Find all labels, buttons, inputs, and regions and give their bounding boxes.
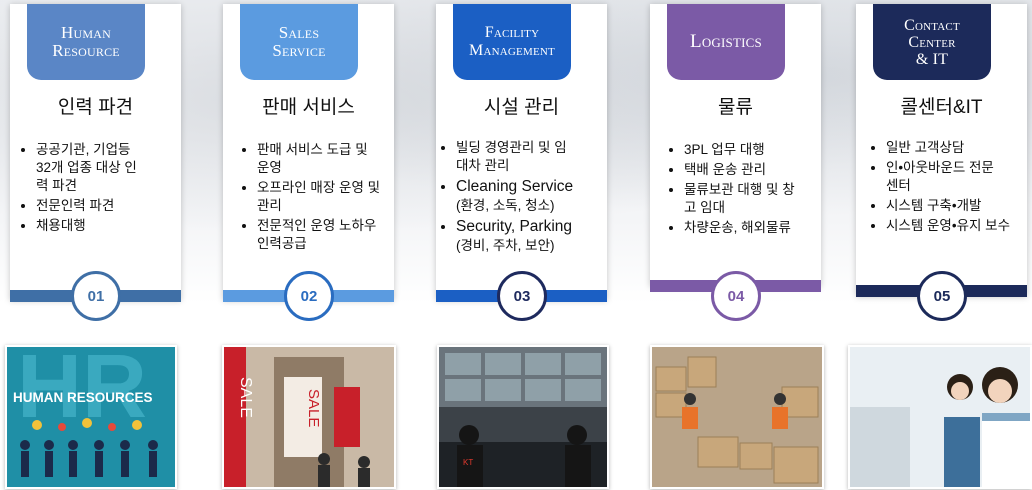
number-badge: 02	[284, 271, 334, 321]
card-tab: Human Resource	[27, 4, 145, 80]
list-item: 차량운송, 해외물류	[684, 219, 849, 237]
bullet-list: 공공기관, 기업등 32개 업종 대상 인력 파견 전문인력 파견 채용대행	[18, 141, 201, 237]
list-item: 3PL 업무 대행	[684, 141, 849, 159]
card-tab: Sales Service	[240, 4, 358, 80]
list-item: 일반 고객상담	[886, 139, 1032, 157]
bullet-list: 판매 서비스 도급 및 운영 오프라인 매장 운영 및 관리 전문적인 운영 노…	[239, 141, 422, 255]
card-tab: Facility Management	[453, 4, 571, 80]
list-item: Cleaning Service (환경, 소독, 청소)	[456, 177, 621, 215]
uniform-logo: KT	[463, 458, 473, 467]
list-item: 빌딩 경영관리 및 임대차 관리	[456, 139, 571, 175]
list-item: 오프라인 매장 운영 및 관리	[257, 179, 392, 215]
sale-store-photo: SALE SALE	[222, 345, 396, 489]
number-badge: 03	[497, 271, 547, 321]
list-item: Security, Parking (경비, 주차, 보안)	[456, 217, 621, 255]
card-title: 물류	[718, 97, 753, 118]
list-item: 인•아웃바운드 전문센터	[886, 159, 996, 195]
list-item: 택배 운송 관리	[684, 161, 849, 179]
card-title: 시설 관리	[483, 97, 560, 118]
card-contact-center: Contact Center & IT 콜센터&IT 일반 고객상담 인•아웃바…	[856, 4, 1027, 297]
list-item: 물류보관 대행 및 창고 임대	[684, 181, 799, 217]
list-item: 판매 서비스 도급 및 운영	[257, 141, 379, 177]
warehouse-photo	[650, 345, 824, 489]
number-badge: 01	[71, 271, 121, 321]
number-badge: 04	[711, 271, 761, 321]
bullet-list: 3PL 업무 대행 택배 운송 관리 물류보관 대행 및 창고 임대 차량운송,…	[666, 141, 849, 239]
card-facility-management: Facility Management 시설 관리 빌딩 경영관리 및 임대차 …	[436, 4, 607, 302]
bullet-subtext: (환경, 소독, 청소)	[456, 198, 555, 213]
bullet-list: 일반 고객상담 인•아웃바운드 전문센터 시스템 구축•개발 시스템 운영•유지…	[868, 139, 1032, 237]
list-item: 채용대행	[36, 217, 201, 235]
list-item: 시스템 운영•유지 보수	[886, 217, 1016, 235]
card-tab: Contact Center & IT	[873, 4, 991, 80]
hr-illustration: HR HUMAN RESOURCES	[5, 345, 177, 489]
control-room-photo: KT	[437, 345, 609, 489]
list-item: 시스템 구축•개발	[886, 197, 1032, 215]
sale-sign-text: SALE	[237, 377, 254, 418]
call-center-photo	[848, 345, 1032, 489]
list-item: 전문인력 파견	[36, 197, 201, 215]
number-badge: 05	[917, 271, 967, 321]
card-title: 콜센터&IT	[900, 97, 983, 118]
bullet-text: Cleaning Service	[456, 178, 574, 195]
card-sales-service: Sales Service 판매 서비스 판매 서비스 도급 및 운영 오프라인…	[223, 4, 394, 302]
bullet-list: 빌딩 경영관리 및 임대차 관리 Cleaning Service (환경, 소…	[438, 139, 621, 257]
list-item: 전문적인 운영 노하우 인력공급	[257, 217, 377, 253]
bullet-text: Security, Parking	[456, 218, 573, 235]
card-tab: Logistics	[667, 4, 785, 80]
list-item: 공공기관, 기업등 32개 업종 대상 인력 파견	[36, 141, 148, 195]
sale-sign-text: SALE	[305, 389, 322, 427]
card-logistics: Logistics 물류 3PL 업무 대행 택배 운송 관리 물류보관 대행 …	[650, 4, 821, 292]
hr-banner-text: HUMAN RESOURCES	[13, 390, 153, 405]
card-title: 인력 파견	[57, 97, 134, 118]
bullet-subtext: (경비, 주차, 보안)	[456, 238, 555, 253]
card-human-resource: Human Resource 인력 파견 공공기관, 기업등 32개 업종 대상…	[10, 4, 181, 302]
card-title: 판매 서비스	[262, 97, 355, 118]
